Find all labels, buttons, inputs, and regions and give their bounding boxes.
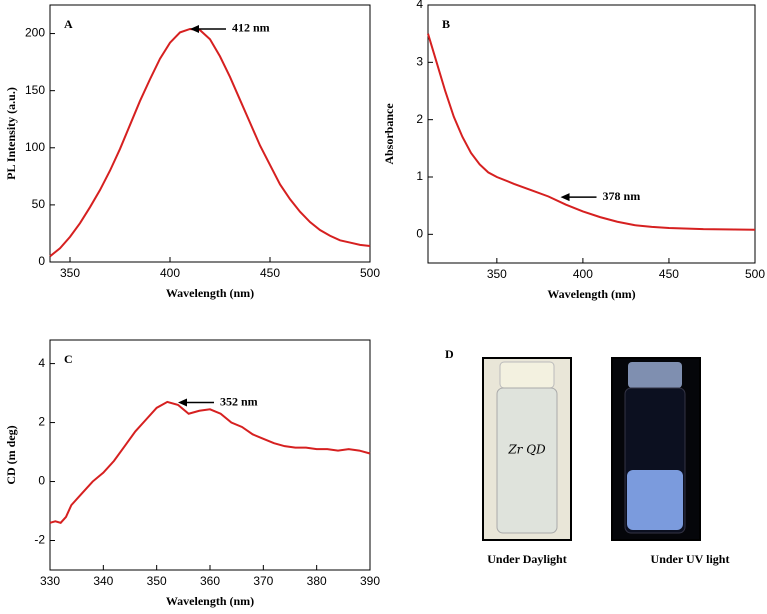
photo-panel: D Zr QD Under Daylight Under UV light (445, 347, 729, 566)
x-tick-label: 500 (745, 267, 765, 281)
panel-label: D (445, 347, 454, 361)
data-line (49, 27, 371, 258)
y-tick-label: 1 (416, 169, 423, 183)
x-axis-title: Wavelength (nm) (166, 286, 254, 300)
y-tick-label: 0 (416, 227, 423, 241)
x-tick-label: 330 (40, 574, 60, 588)
y-tick-label: 2 (416, 112, 423, 126)
x-axis-title: Wavelength (nm) (547, 287, 635, 301)
data-line (427, 33, 756, 231)
panel-label: B (442, 17, 450, 31)
y-tick-label: 4 (38, 356, 45, 370)
caption: Under UV light (651, 552, 730, 566)
arrow-head (560, 193, 570, 202)
y-tick-label: 100 (25, 140, 45, 154)
x-tick-label: 360 (200, 574, 220, 588)
vial (496, 387, 558, 534)
y-tick-label: -2 (34, 533, 45, 547)
y-tick-label: 2 (38, 415, 45, 429)
x-tick-label: 400 (160, 266, 180, 280)
x-tick-label: 350 (147, 574, 167, 588)
plot-frame (49, 4, 371, 263)
x-axis-title: Wavelength (nm) (166, 594, 254, 608)
vial-glow (627, 470, 683, 530)
x-tick-label: 390 (360, 574, 380, 588)
caption: Under Daylight (487, 552, 566, 566)
y-tick-label: 0 (38, 254, 45, 268)
annotation: 352 nm (220, 394, 258, 408)
arrow-head (178, 398, 187, 407)
x-tick-label: 400 (573, 267, 593, 281)
y-tick-label: 3 (416, 55, 423, 69)
arrow-head (190, 24, 199, 33)
vial-label: Zr QD (507, 443, 546, 457)
y-tick-label: 0 (38, 474, 45, 488)
y-tick-label: 200 (25, 26, 45, 40)
y-axis-title: Absorbance (382, 103, 396, 165)
panel-label: A (64, 17, 73, 31)
y-axis-title: PL Intensity (a.u.) (4, 87, 18, 180)
vial-cap (499, 361, 555, 389)
x-tick-label: 350 (60, 266, 80, 280)
x-tick-label: 350 (487, 267, 507, 281)
plot-frame (49, 339, 371, 571)
x-tick-label: 380 (307, 574, 327, 588)
y-tick-label: 50 (32, 197, 46, 211)
vial-cap (628, 362, 682, 388)
x-tick-label: 450 (659, 267, 679, 281)
data-line (49, 400, 371, 524)
y-tick-label: 4 (416, 0, 423, 11)
panel-label: C (64, 352, 73, 366)
annotation: 378 nm (603, 189, 641, 203)
x-tick-label: 500 (360, 266, 380, 280)
x-tick-label: 340 (93, 574, 113, 588)
plot-frame (427, 4, 756, 264)
x-tick-label: 370 (253, 574, 273, 588)
y-tick-label: 150 (25, 83, 45, 97)
y-axis-title: CD (m deg) (4, 425, 18, 484)
annotation: 412 nm (232, 21, 270, 35)
x-tick-label: 450 (260, 266, 280, 280)
